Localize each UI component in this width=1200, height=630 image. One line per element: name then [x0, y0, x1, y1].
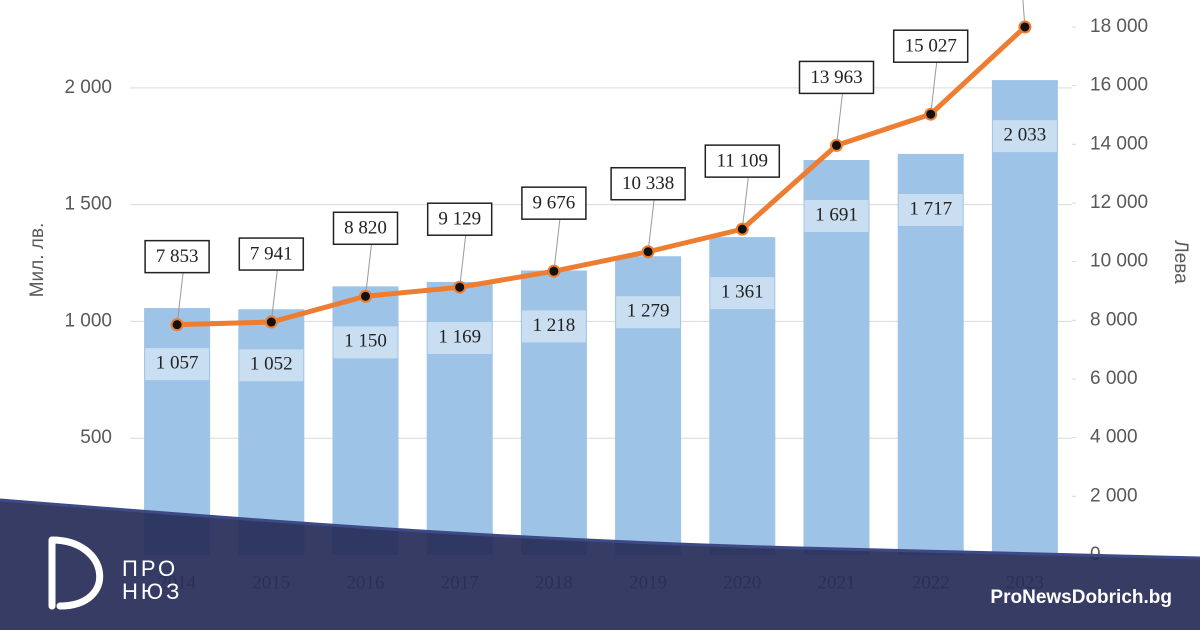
line-value-label: 7 853	[156, 246, 199, 267]
line-value-label: 7 941	[250, 243, 293, 264]
line-label-box	[238, 237, 305, 271]
line-point	[359, 289, 372, 303]
line-value-label: 8 820	[344, 218, 387, 239]
y2-tick-label: 4 000	[1090, 427, 1138, 448]
bar	[991, 80, 1058, 556]
leader-line	[365, 244, 372, 297]
logo-bottom: НЮЗ	[122, 579, 182, 604]
logo-top: ПРО	[122, 556, 178, 581]
bar-value-label: 1 057	[156, 352, 199, 373]
line-label-box	[332, 211, 399, 246]
line-label-box	[426, 202, 493, 236]
leader-line	[176, 272, 184, 325]
line-point	[1018, 20, 1032, 34]
leader-line	[553, 219, 561, 272]
bar-label-box	[145, 348, 210, 381]
y-tick-label: 500	[80, 427, 112, 448]
y2-tick-label: 12 000	[1090, 192, 1148, 213]
line-label-box	[892, 29, 969, 63]
bar-value-label: 1 717	[909, 198, 952, 219]
line	[177, 25, 1027, 328]
bar	[803, 160, 870, 555]
line-value-label: 9 676	[533, 193, 576, 214]
bar	[238, 309, 305, 555]
line-point	[641, 245, 655, 259]
bar-label-box	[898, 193, 963, 226]
bar-label-box	[616, 296, 681, 329]
bar-value-label: 1 361	[721, 281, 764, 302]
line-value-label: 10 338	[622, 173, 674, 194]
bar-label-box	[521, 310, 586, 343]
bar-value-label: 2 033	[1004, 124, 1047, 145]
bar-label-box	[239, 349, 304, 382]
line-point	[547, 264, 561, 278]
bar	[520, 270, 587, 555]
leader-line	[270, 270, 278, 323]
leader-line	[836, 93, 843, 146]
line-point	[830, 138, 843, 152]
y-tick-label: 1 000	[64, 310, 112, 331]
leader-line	[930, 62, 938, 115]
y-axis-label: Мил. лв.	[27, 223, 48, 298]
y-tick-label: 2 000	[64, 77, 112, 98]
y2-tick-label: 16 000	[1090, 75, 1148, 96]
bar-value-label: 1 052	[250, 354, 293, 375]
y2-tick-label: 10 000	[1090, 251, 1148, 272]
leader-line	[647, 199, 655, 252]
line-label-box	[144, 239, 210, 274]
line-point	[735, 222, 749, 236]
bar	[332, 286, 399, 555]
line-point	[264, 315, 278, 329]
bar-value-label: 1 279	[627, 301, 670, 322]
line-value-label: 11 109	[717, 150, 769, 171]
y-tick-label: 1 500	[64, 194, 112, 215]
site-name: ProNewsDobrich.bg	[990, 587, 1172, 608]
bar-value-label: 1 169	[438, 326, 481, 347]
bar-label-box	[710, 277, 775, 310]
bar	[709, 237, 776, 555]
bar-label-box	[333, 326, 398, 359]
line-label-box	[798, 60, 875, 95]
y2-tick-label: 18 000	[1090, 16, 1148, 37]
bar-label-box	[427, 321, 492, 354]
bar-value-label: 1 150	[344, 331, 387, 352]
line-point	[924, 107, 938, 121]
y2-tick-label: 14 000	[1090, 133, 1148, 154]
footer-band	[0, 500, 1200, 630]
bar-value-label: 1 218	[533, 315, 576, 336]
y2-axis-label: Лева	[1170, 240, 1191, 284]
line-label-box	[704, 144, 781, 178]
footer-stripe	[0, 498, 1200, 560]
bar-label-box	[992, 120, 1057, 153]
y2-tick-label: 6 000	[1090, 368, 1138, 389]
bar	[426, 281, 493, 555]
line-value-label: 9 129	[438, 209, 481, 230]
y2-tick-label: 8 000	[1090, 309, 1138, 330]
logo-mark	[48, 536, 103, 610]
bar	[615, 256, 682, 555]
line-value-label: 13 963	[810, 67, 862, 88]
y2-tick-label: 2 000	[1090, 485, 1138, 506]
bar	[897, 153, 964, 555]
line-point	[170, 318, 184, 332]
line-label-box	[610, 166, 686, 201]
line-label-box	[521, 186, 587, 220]
line-point	[453, 280, 467, 294]
leader-line	[741, 177, 749, 230]
bar-label-box	[804, 200, 869, 233]
line-value-label: 15 027	[905, 36, 957, 57]
leader-line	[459, 235, 467, 288]
bar-value-label: 1 691	[815, 204, 858, 225]
